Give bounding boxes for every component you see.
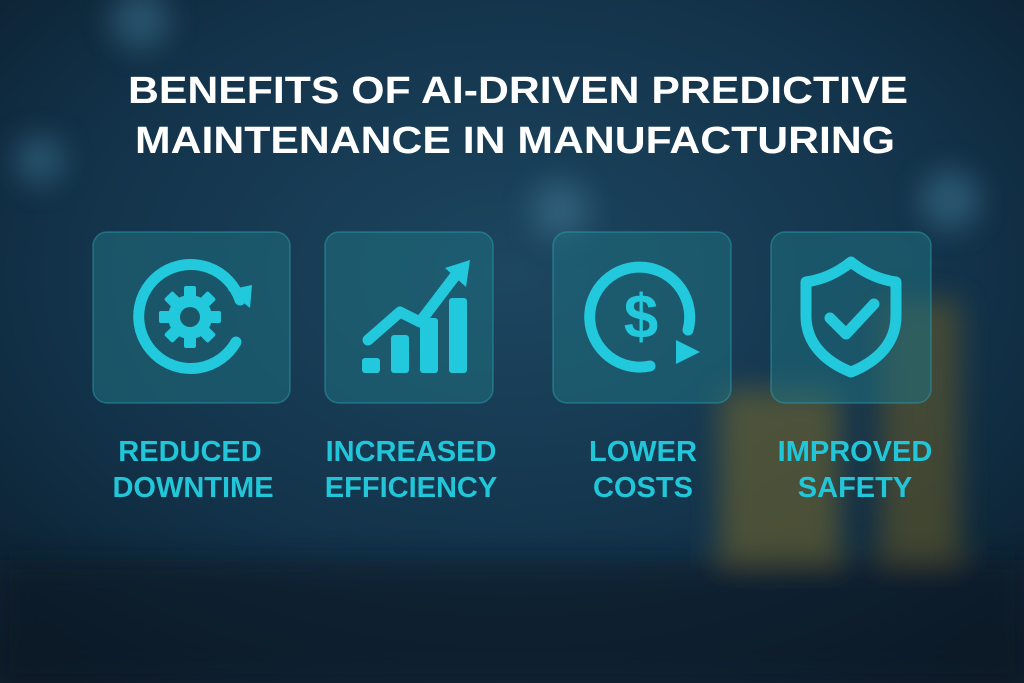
dollar-symbol: $ (624, 283, 658, 352)
safety-icon (800, 256, 902, 378)
card (552, 231, 732, 404)
title-line: MAINTENANCE IN MANUFACTURING (135, 120, 895, 162)
benefit-label: SAFETY (798, 472, 912, 504)
benefit-label: COSTS (593, 472, 693, 504)
title-line: BENEFITS OF AI-DRIVEN PREDICTIVE (128, 70, 908, 112)
benefit-label: IMPROVED (778, 436, 933, 468)
benefit-label: REDUCED (118, 436, 261, 468)
benefit-label: EFFICIENCY (325, 472, 497, 504)
benefit-label: INCREASED (326, 436, 497, 468)
costs-icon: $ (584, 261, 700, 373)
efficiency-icon (362, 260, 470, 373)
benefit-label: DOWNTIME (112, 472, 273, 504)
downtime-icon (133, 259, 252, 374)
card (770, 231, 932, 404)
benefit-label: LOWER (589, 436, 697, 468)
